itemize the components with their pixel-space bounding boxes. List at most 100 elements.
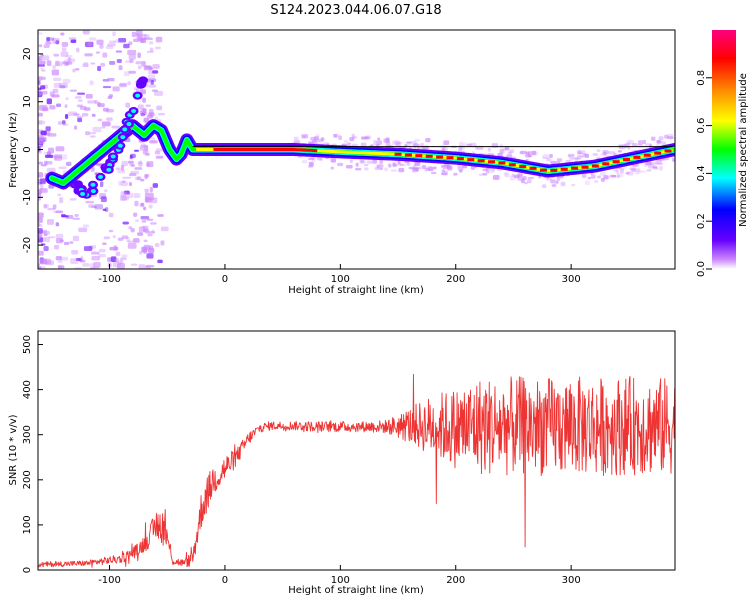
- secondary-blob-core: [90, 182, 96, 187]
- ridge-core-dash: [425, 154, 433, 158]
- ridge-halo: [546, 177, 552, 181]
- ridge-core-dash: [488, 160, 496, 164]
- noise-speckle: [38, 134, 44, 138]
- ridge-halo: [376, 140, 382, 145]
- noise-speckle: [46, 167, 56, 173]
- ridge-core-dash: [612, 160, 620, 164]
- noise-speckle: [134, 200, 139, 207]
- noise-speckle: [49, 105, 56, 110]
- noise-speckle: [52, 77, 62, 81]
- noise-speckle: [91, 251, 100, 255]
- noise-speckle: [123, 71, 130, 77]
- snr-x-tick-label: 300: [562, 575, 581, 586]
- ridge-halo: [420, 142, 425, 147]
- noise-speckle: [56, 103, 62, 108]
- ridge-halo: [549, 179, 556, 184]
- ridge-halo: [351, 133, 355, 139]
- noise-speckle: [136, 176, 142, 180]
- ridge-halo: [366, 160, 373, 164]
- noise-speckle: [48, 236, 56, 239]
- noise-speckle: [112, 31, 116, 37]
- secondary-blob-core: [110, 154, 116, 159]
- noise-speckle: [55, 255, 62, 261]
- ridge-halo: [330, 157, 337, 163]
- ridge-halo: [555, 181, 559, 184]
- noise-speckle: [74, 213, 79, 217]
- colorbar-tick-label: 0.6: [696, 118, 707, 134]
- ridge-halo: [611, 174, 617, 178]
- noise-speckle: [82, 30, 90, 35]
- ridge-halo: [568, 155, 575, 158]
- noise-speckle: [41, 69, 46, 72]
- ridge-halo: [507, 151, 512, 155]
- noise-speckle: [107, 43, 116, 47]
- noise-speckle: [140, 113, 146, 117]
- ridge-halo: [504, 146, 510, 151]
- noise-speckle: [129, 163, 134, 167]
- ridge-core-red: [213, 148, 318, 153]
- noise-speckle: [57, 265, 65, 269]
- noise-speckle: [141, 143, 146, 148]
- ridge-halo: [546, 158, 552, 162]
- ridge-halo: [642, 139, 646, 145]
- noise-speckle: [69, 89, 78, 92]
- noise-speckle: [157, 259, 163, 264]
- ridge-halo: [360, 136, 367, 140]
- noise-speckle: [148, 67, 153, 70]
- ridge-halo: [556, 158, 563, 163]
- ridge-halo: [672, 158, 675, 162]
- noise-speckle: [160, 240, 165, 246]
- noise-speckle: [128, 41, 133, 46]
- noise-speckle: [45, 126, 51, 131]
- ridge-halo: [504, 172, 510, 178]
- ridge-halo: [652, 165, 658, 169]
- ridge-halo: [379, 159, 383, 164]
- secondary-blob-core: [122, 127, 128, 132]
- noise-speckle: [131, 31, 137, 38]
- ridge-halo: [453, 172, 458, 176]
- ridge-halo: [520, 150, 527, 155]
- ridge-halo: [459, 169, 463, 173]
- ridge-halo: [646, 169, 652, 172]
- ridge-core-dash: [519, 165, 527, 169]
- noise-speckle: [108, 212, 114, 218]
- noise-speckle: [80, 256, 84, 262]
- ridge-halo: [390, 169, 398, 172]
- noise-speckle: [57, 193, 62, 197]
- ridge-halo: [625, 142, 632, 145]
- noise-speckle: [57, 121, 62, 125]
- noise-speckle: [146, 162, 150, 167]
- noise-speckle: [141, 60, 146, 67]
- noise-speckle: [85, 200, 95, 204]
- noise-speckle: [120, 257, 127, 261]
- colorbar-tick-label: 0.2: [696, 213, 707, 229]
- figure-title: S124.2023.044.06.07.G18: [270, 3, 441, 18]
- secondary-blob-core: [80, 191, 86, 196]
- noise-speckle: [142, 97, 146, 103]
- ridge-core-dash: [477, 159, 485, 163]
- ridge-halo: [395, 142, 401, 147]
- ridge-halo: [374, 166, 380, 171]
- ridge-halo: [320, 137, 325, 141]
- noise-speckle: [118, 65, 123, 71]
- noise-speckle: [154, 90, 163, 96]
- ridge-halo: [581, 173, 587, 178]
- ridge-core-dash: [394, 152, 402, 156]
- noise-speckle: [71, 249, 79, 255]
- ridge-halo: [502, 147, 507, 151]
- noise-speckle: [84, 53, 93, 57]
- noise-speckle: [38, 63, 44, 68]
- noise-speckle: [38, 32, 43, 35]
- noise-speckle: [112, 86, 120, 92]
- ridge-core-dash: [456, 157, 464, 161]
- noise-speckle: [53, 53, 60, 57]
- noise-speckle: [43, 245, 49, 251]
- ridge-halo: [481, 173, 488, 176]
- noise-speckle: [150, 137, 156, 143]
- noise-speckle: [130, 263, 138, 266]
- ridge-halo: [524, 154, 532, 158]
- ridge-halo: [551, 184, 557, 187]
- noise-speckle: [58, 264, 62, 269]
